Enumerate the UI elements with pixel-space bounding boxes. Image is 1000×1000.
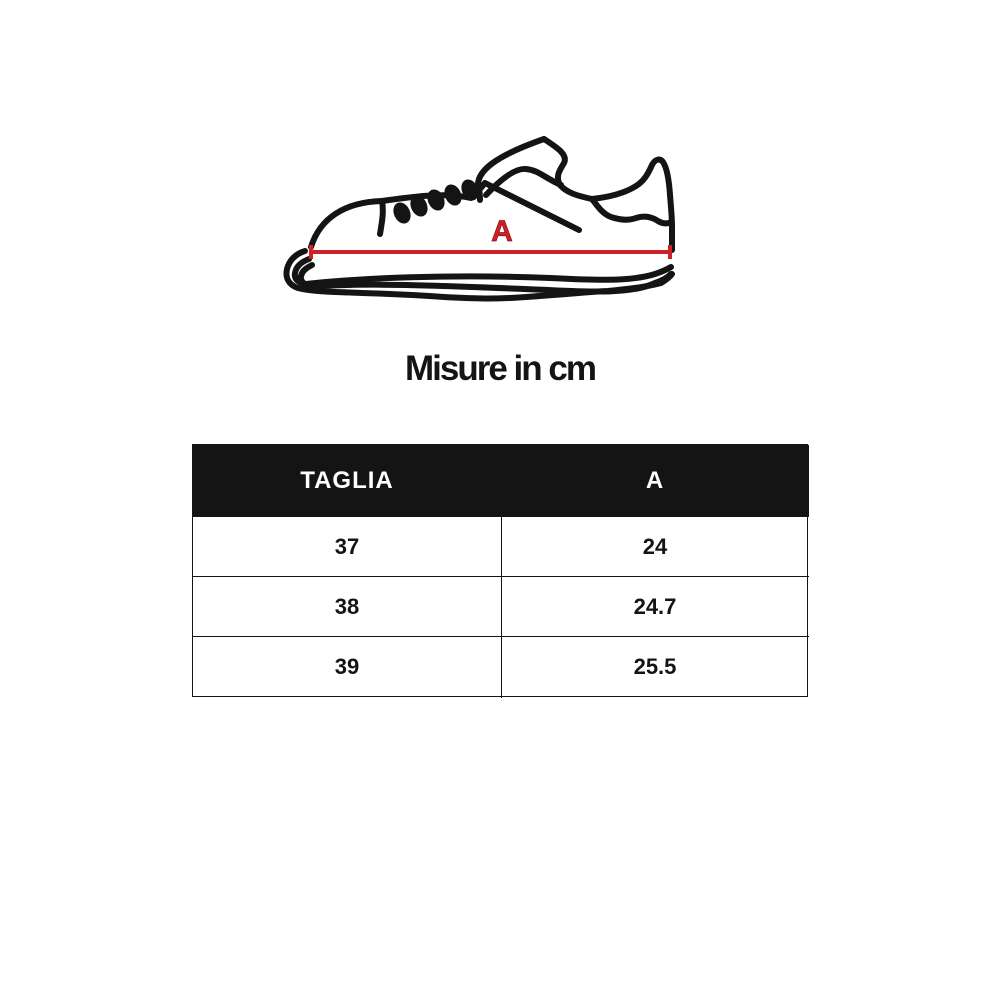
svg-text:A: A: [491, 215, 513, 248]
